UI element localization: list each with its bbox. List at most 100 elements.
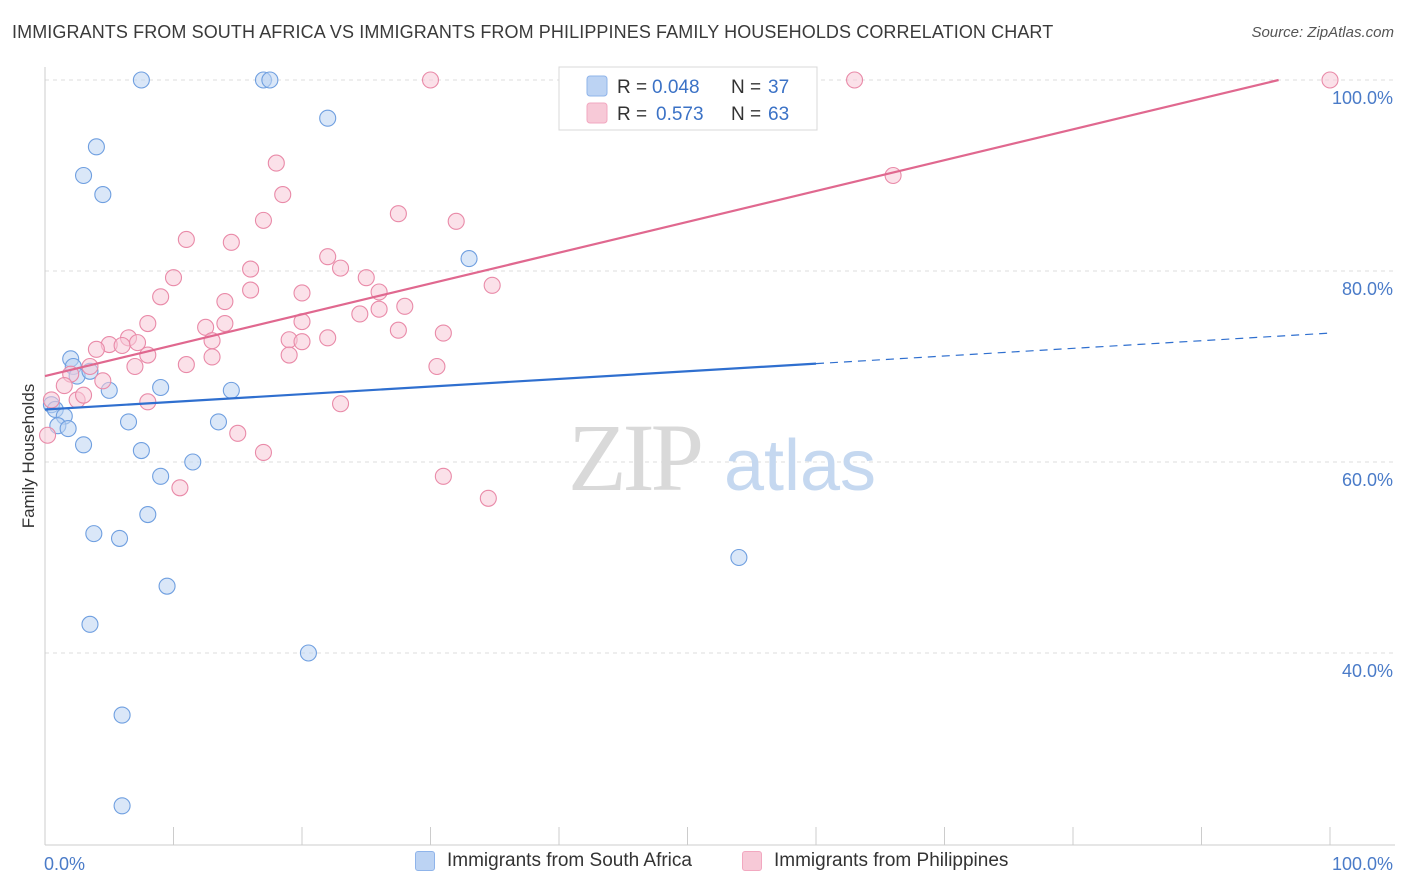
legend-r-label-1: R =: [617, 77, 647, 98]
data-point: [293, 333, 311, 351]
data-point: [128, 334, 147, 352]
chart-title: IMMIGRANTS FROM SOUTH AFRICA VS IMMIGRAN…: [12, 22, 1054, 42]
data-point: [242, 281, 260, 299]
data-point: [428, 357, 446, 376]
data-point: [132, 71, 150, 89]
bottom-legend-swatch-south-africa: [415, 851, 435, 871]
y-tick-label: 100.0%: [1332, 88, 1393, 108]
data-point: [113, 336, 131, 355]
watermark-atlas: atlas: [724, 426, 876, 506]
data-point: [884, 166, 902, 185]
data-point: [110, 529, 129, 547]
data-point: [85, 525, 103, 543]
data-point: [331, 395, 350, 413]
bottom-legend-label-south-africa: Immigrants from South Africa: [447, 850, 692, 871]
legend-swatch-philippines: [586, 102, 608, 124]
data-point: [113, 706, 131, 724]
legend-n-label-2: N =: [731, 104, 761, 125]
data-point: [177, 356, 195, 374]
data-point: [209, 413, 228, 431]
data-point: [319, 109, 337, 127]
data-point: [139, 314, 157, 333]
data-point: [152, 288, 170, 306]
y-tick-label: 80.0%: [1342, 279, 1393, 299]
data-point: [184, 453, 202, 471]
data-point: [370, 300, 388, 318]
data-point: [261, 71, 279, 89]
data-point: [171, 479, 189, 497]
data-point: [730, 548, 748, 567]
data-point: [113, 797, 131, 815]
x-tick-label: 100.0%: [1332, 854, 1393, 874]
x-tick-label: 0.0%: [44, 854, 85, 874]
data-point: [267, 154, 285, 172]
legend-r-label-2: R =: [617, 104, 647, 125]
y-tick-label: 60.0%: [1342, 470, 1393, 490]
data-point: [216, 314, 234, 333]
data-point: [845, 71, 864, 89]
data-point: [75, 436, 93, 454]
bottom-legend: Immigrants from South Africa Immigrants …: [0, 850, 1406, 880]
data-point: [229, 424, 247, 442]
data-point: [42, 391, 60, 409]
legend: R = 0.048 N = 37 R = 0.573 N = 63: [558, 66, 818, 131]
bottom-legend-philippines: Immigrants from Philippines: [742, 850, 1008, 872]
watermark-zip: ZIP: [568, 404, 701, 511]
watermark: ZIP atlas: [568, 404, 876, 511]
data-point: [94, 372, 112, 390]
data-point: [87, 138, 105, 156]
y-axis-label: Family Households: [19, 384, 38, 529]
legend-r-value-2: 0.573: [656, 104, 704, 125]
grid-lines: [45, 79, 1395, 654]
data-point: [222, 233, 240, 251]
data-point: [75, 386, 93, 404]
bottom-legend-swatch-philippines: [742, 851, 762, 871]
data-point: [132, 441, 150, 460]
data-point: [274, 186, 292, 204]
data-point: [152, 378, 170, 397]
data-point: [59, 420, 77, 438]
data-point: [119, 413, 138, 431]
data-point: [357, 269, 375, 287]
data-point: [81, 615, 99, 633]
data-point: [242, 260, 260, 278]
data-point: [331, 259, 350, 277]
data-point: [479, 489, 497, 507]
data-point: [158, 577, 176, 595]
data-point: [319, 329, 337, 347]
data-point: [152, 467, 170, 485]
data-point: [94, 186, 112, 204]
data-point: [447, 212, 465, 230]
y-tick-labels: 100.0% 80.0% 60.0% 40.0%: [1332, 88, 1393, 681]
trend-line-south-africa-extension: [815, 332, 1331, 365]
data-point: [434, 324, 452, 342]
data-point: [139, 393, 157, 411]
source-label: Source: ZipAtlas.com: [1251, 24, 1394, 41]
data-point: [39, 426, 57, 444]
data-point: [126, 357, 144, 376]
data-point: [396, 297, 414, 315]
axes: [44, 67, 1395, 846]
data-point: [177, 230, 195, 249]
data-point: [55, 377, 73, 395]
trend-line-philippines: [44, 78, 1279, 378]
data-point: [351, 305, 369, 323]
legend-n-value-1: 37: [768, 77, 789, 98]
data-point: [421, 71, 440, 89]
data-point: [164, 269, 183, 287]
trend-lines: [44, 78, 1331, 411]
y-tick-label: 40.0%: [1342, 661, 1393, 681]
data-point: [222, 381, 240, 399]
legend-n-label-1: N =: [731, 77, 761, 98]
bottom-legend-south-africa: Immigrants from South Africa: [415, 850, 692, 872]
series-south-africa: [42, 71, 748, 815]
legend-swatch-south-africa: [586, 75, 608, 97]
data-point: [216, 293, 234, 311]
bottom-legend-label-philippines: Immigrants from Philippines: [774, 850, 1009, 871]
data-point: [434, 467, 452, 485]
trend-line-south-africa: [44, 362, 817, 411]
data-point: [280, 346, 298, 364]
data-point: [203, 348, 221, 366]
data-point: [75, 166, 93, 185]
